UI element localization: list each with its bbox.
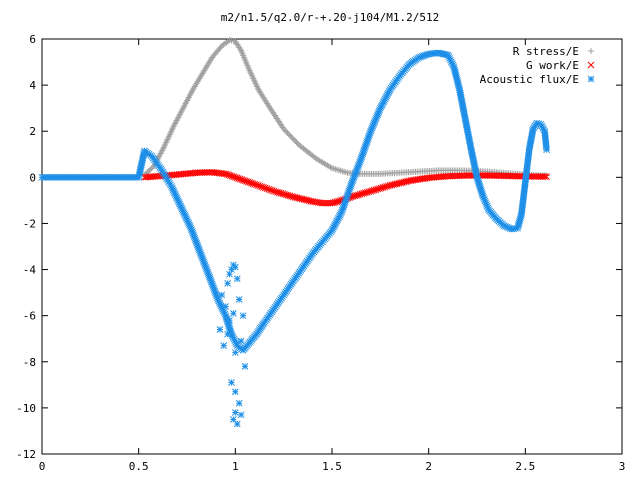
x-tick-label: 0: [39, 460, 46, 473]
series-0: [141, 37, 550, 179]
data-point: [146, 166, 153, 173]
data-point: [226, 316, 233, 324]
data-point: [233, 275, 241, 283]
y-tick-label: 4: [29, 79, 36, 92]
data-point: [285, 131, 292, 138]
data-point: [260, 184, 267, 191]
data-point: [231, 263, 239, 271]
data-series: [38, 37, 550, 428]
data-point: [231, 409, 239, 416]
x-tick-label: 2: [425, 460, 432, 473]
y-tick-label: -6: [23, 310, 36, 323]
data-point: [254, 182, 262, 189]
y-tick-label: -12: [16, 448, 36, 461]
x-tick-label: 2.5: [515, 460, 535, 473]
data-point: [541, 173, 549, 180]
data-point: [290, 136, 297, 143]
data-point: [216, 326, 224, 333]
data-point: [231, 388, 239, 396]
data-point: [265, 185, 273, 193]
data-point: [233, 420, 241, 428]
data-point: [220, 342, 228, 349]
data-point: [217, 44, 224, 51]
data-point: [543, 146, 550, 154]
y-tick-label: -10: [16, 402, 36, 415]
data-point: [235, 399, 243, 407]
data-point: [239, 312, 247, 320]
data-point: [281, 127, 288, 134]
series-2: [38, 49, 550, 354]
legend-marker: [587, 75, 595, 83]
y-tick-label: -2: [23, 217, 36, 230]
x-tick-label: 1.5: [322, 460, 342, 473]
data-point: [283, 128, 290, 135]
chart-title: m2/n1.5/q2.0/r-+.20-j104/M1.2/512: [221, 11, 440, 24]
data-point: [224, 280, 231, 287]
x-tick-label: 3: [619, 460, 626, 473]
data-point: [280, 125, 287, 132]
legend-marker: [587, 61, 595, 69]
data-point: [237, 337, 245, 345]
y-tick-label: -4: [23, 264, 37, 277]
data-point: [145, 168, 152, 175]
data-point: [289, 135, 296, 142]
y-tick-label: 0: [29, 171, 36, 184]
series-3: [216, 261, 249, 428]
data-point: [241, 363, 249, 370]
data-point: [148, 165, 155, 172]
data-point: [231, 349, 239, 356]
data-point: [543, 173, 550, 180]
data-point: [224, 330, 231, 338]
data-point: [293, 139, 300, 146]
data-point: [218, 291, 226, 299]
y-tick-label: -8: [23, 356, 36, 369]
data-point: [230, 416, 237, 423]
x-tick-label: 1: [232, 460, 239, 473]
x-tick-label: 0.5: [129, 460, 149, 473]
data-point: [267, 186, 274, 194]
plot-frame: [41, 38, 623, 455]
data-point: [235, 296, 243, 303]
data-point: [284, 129, 291, 136]
legend-label: Acoustic flux/E: [480, 73, 579, 86]
data-point: [253, 181, 260, 189]
data-point: [261, 184, 269, 192]
y-tick-label: 6: [29, 33, 36, 46]
legend-marker: [588, 48, 594, 54]
data-point: [237, 411, 245, 419]
data-point: [222, 303, 230, 310]
data-point: [251, 180, 259, 188]
data-point: [230, 310, 237, 317]
data-point: [287, 132, 294, 139]
data-point: [288, 133, 295, 140]
data-point: [263, 185, 271, 193]
y-tick-label: 2: [29, 125, 36, 138]
legend-label: G work/E: [526, 59, 579, 72]
data-point: [292, 138, 299, 145]
legend-label: R stress/E: [513, 45, 579, 58]
data-point: [228, 379, 235, 386]
axis-ticks: 0 0.5 1 1.5 2 2.5 3 -12 -10 -8 -6 -4 -2 0 2 4 6: [16, 33, 625, 473]
data-point: [256, 182, 264, 190]
data-point: [258, 183, 266, 191]
